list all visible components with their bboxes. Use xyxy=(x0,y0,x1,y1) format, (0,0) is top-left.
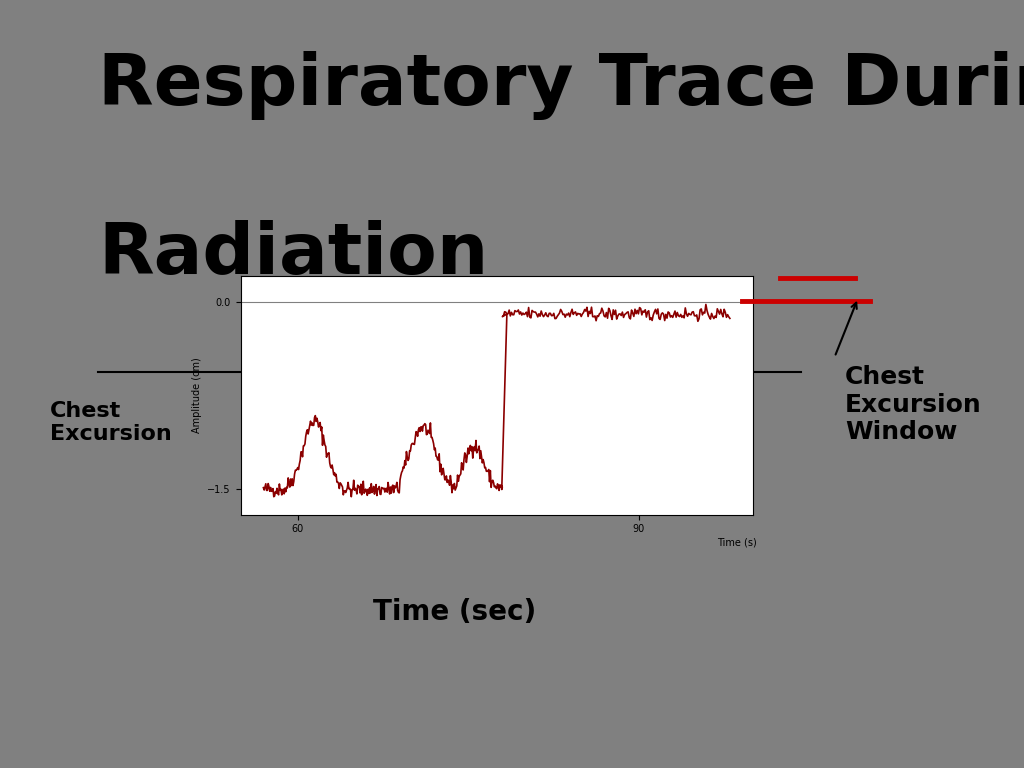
Text: Radiation: Radiation xyxy=(98,220,488,289)
Text: Respiratory Trace During: Respiratory Trace During xyxy=(98,51,1024,121)
Text: Time (s): Time (s) xyxy=(717,538,757,548)
Text: Time (sec): Time (sec) xyxy=(373,598,536,626)
Y-axis label: Amplitude (cm): Amplitude (cm) xyxy=(191,358,202,433)
Text: Chest
Excursion: Chest Excursion xyxy=(50,401,172,445)
Text: Chest
Excursion
Window: Chest Excursion Window xyxy=(845,365,982,445)
